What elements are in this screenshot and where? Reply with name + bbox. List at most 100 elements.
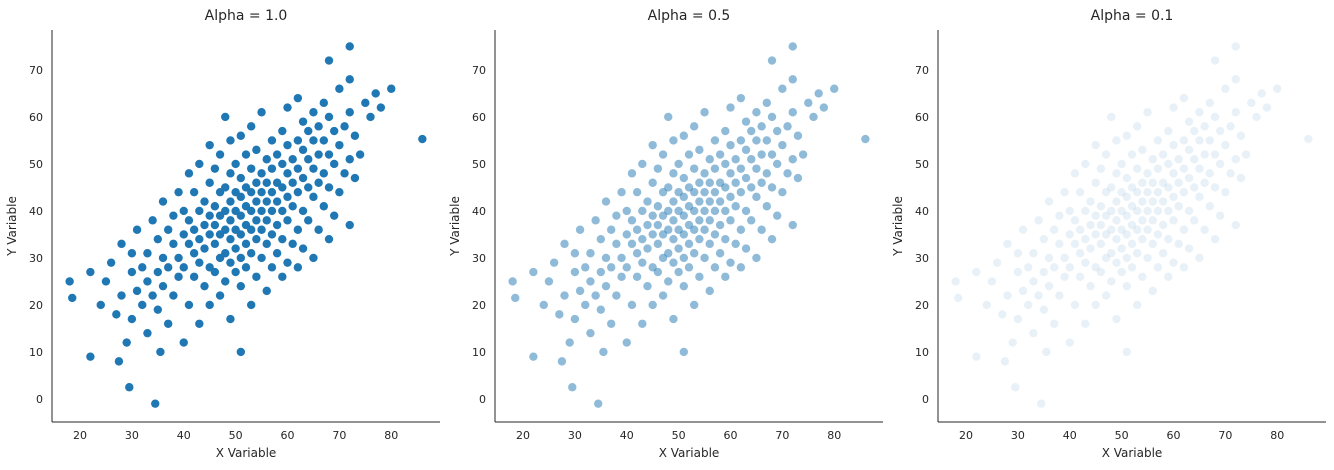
data-point [710,263,720,272]
data-point [1127,263,1137,272]
data-point [293,225,303,234]
data-point [288,155,297,164]
data-point [658,150,668,159]
data-point [272,150,282,159]
data-point [830,84,839,93]
data-point [762,98,772,108]
data-point [1221,84,1230,93]
data-point [1107,206,1116,216]
data-point [992,258,1002,267]
data-point [371,89,380,98]
data-point [278,206,287,216]
data-point [267,164,277,173]
data-point [156,347,165,357]
data-point [1070,239,1080,249]
data-point [231,159,240,169]
y-tick-label: 70 [472,64,486,77]
data-point [788,220,797,230]
data-point [695,178,704,187]
data-point [1101,230,1111,239]
data-point [221,225,230,234]
data-point [1153,206,1163,216]
data-point [236,281,246,291]
data-point [762,136,772,145]
data-point [1153,164,1163,173]
data-point [205,230,214,239]
data-point [557,357,567,366]
x-tick-label: 30 [1011,429,1025,442]
data-point [1091,211,1100,220]
data-point [387,84,396,93]
subplot-3: Alpha = 0.1 20 30 40 50 60 70 80 0 10 20 30 40 50 60 70… [891,8,1326,460]
data-point [648,300,657,310]
data-point [669,136,678,145]
data-point [1184,173,1194,183]
y-tick-label: 0 [36,393,43,406]
y-tick-label: 10 [915,346,929,359]
data-point [309,136,318,145]
data-point [324,234,334,244]
data-point [1127,150,1137,159]
data-point [752,108,761,117]
y-tick-label: 50 [472,158,486,171]
data-point [700,187,709,197]
data-point [1169,140,1178,150]
subplot-title: Alpha = 0.5 [648,8,731,24]
data-point [648,178,657,187]
data-point [246,187,256,197]
data-point [581,300,590,310]
data-point [679,131,689,140]
data-point [1169,258,1178,267]
data-point [1164,126,1173,136]
x-tick-label: 80 [384,429,398,442]
data-point [804,98,813,108]
data-point [715,249,725,258]
data-point [1132,187,1142,197]
data-point [101,277,111,286]
data-point [752,164,761,173]
data-point [236,192,246,202]
data-point [788,155,797,164]
data-point [1107,277,1116,286]
data-point [705,286,714,296]
data-point [283,103,292,112]
data-point [1200,178,1209,187]
data-point [700,169,709,178]
data-point [1138,178,1147,187]
x-axis-label: X Variable [216,446,277,460]
data-point [210,202,220,211]
data-point [788,75,797,84]
data-point [638,159,647,169]
data-point [86,267,95,277]
data-point [189,187,199,197]
data-point [1024,263,1033,272]
data-point [599,347,608,357]
data-point [304,155,313,164]
data-point [252,234,261,244]
data-point [1221,187,1230,197]
data-point [736,136,746,145]
data-point [1195,108,1204,117]
data-point [205,300,214,310]
data-point [648,140,657,150]
data-point [1070,300,1080,310]
data-point [783,122,792,131]
data-point [710,206,720,216]
data-point [689,225,699,234]
data-point [731,202,740,211]
data-point [252,197,261,206]
data-point [648,211,657,220]
data-point [726,140,735,150]
data-point [1190,155,1199,164]
data-point [606,319,616,328]
data-point [1049,263,1059,272]
data-point [1112,136,1121,145]
data-point [783,169,792,178]
data-point [1273,84,1282,93]
data-point [1122,230,1132,239]
data-point [1231,108,1240,117]
data-point [1205,136,1215,145]
data-point [1200,150,1209,159]
data-point [710,136,720,145]
y-tick-label: 10 [472,346,486,359]
